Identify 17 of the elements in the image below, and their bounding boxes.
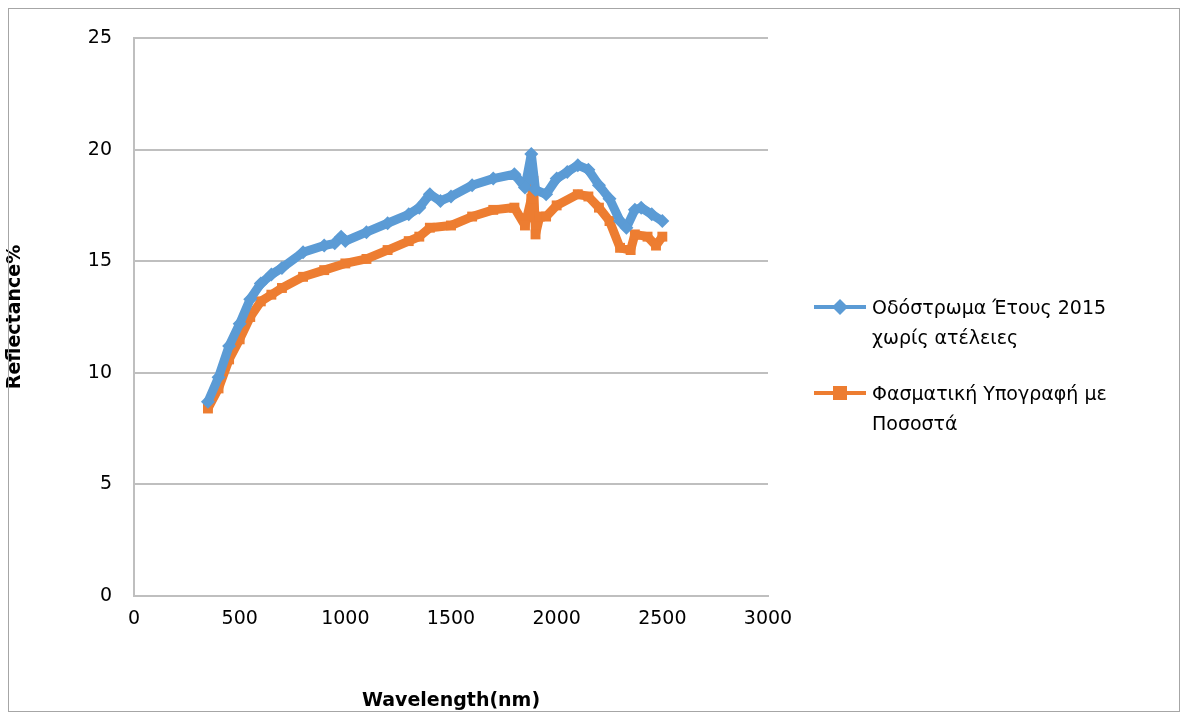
- x-tick-label: 1000: [321, 606, 370, 629]
- y-tick-label: 0: [99, 582, 112, 605]
- x-tick-label: 2500: [638, 606, 687, 629]
- x-tick-label: 2000: [532, 606, 581, 629]
- y-tick-label: 10: [87, 359, 112, 382]
- y-tick-label: 15: [87, 248, 112, 271]
- y-tick-label: 20: [87, 136, 112, 159]
- y-axis-title: Reflectance%: [2, 244, 25, 390]
- legend-label: Φασματική Υπογραφή με Ποσοστά: [872, 381, 1108, 436]
- x-tick-label: 3000: [743, 606, 793, 629]
- x-axis-title: Wavelength(nm): [361, 687, 541, 710]
- y-tick-label: 25: [87, 24, 112, 47]
- legend-label: Οδόστρωμα Έτους 2015 χωρίς ατέλειες: [872, 295, 1108, 350]
- y-tick-label: 5: [99, 471, 112, 494]
- x-tick-label: 500: [221, 606, 258, 629]
- x-tick-label: 0: [127, 606, 141, 629]
- x-tick-label: 1500: [426, 606, 476, 629]
